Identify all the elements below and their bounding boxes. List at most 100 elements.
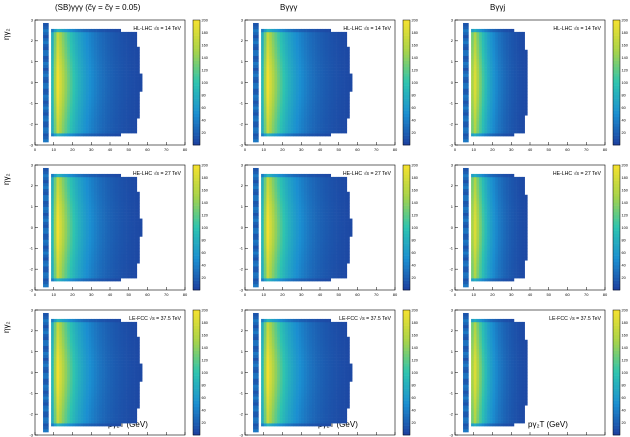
heatmap-cell	[131, 40, 135, 45]
heatmap-cell	[492, 133, 496, 137]
heatmap-cell	[64, 109, 68, 113]
heatmap-cell	[104, 103, 108, 107]
heatmap-cell	[107, 34, 111, 39]
heatmap-cell	[85, 124, 89, 128]
colorbar-segment	[613, 132, 620, 136]
heatmap-cell	[298, 76, 302, 80]
heatmap-cell	[51, 118, 55, 122]
heatmap-cell	[341, 91, 345, 95]
heatmap-cell	[255, 254, 259, 258]
heatmap-cell	[96, 31, 100, 36]
heatmap-cell	[320, 121, 323, 125]
heatmap-cell	[101, 224, 105, 228]
heatmap-cell	[91, 188, 95, 193]
heatmap-cell	[293, 67, 297, 71]
heatmap-cell	[277, 88, 281, 92]
heatmap-cell	[110, 275, 113, 279]
heatmap-cell	[123, 85, 127, 89]
heatmap-cell	[80, 263, 84, 267]
heatmap-cell	[99, 266, 103, 270]
heatmap-cell	[91, 263, 95, 267]
heatmap-cell	[338, 46, 342, 51]
heatmap-cell	[51, 31, 55, 36]
heatmap-cell	[344, 109, 348, 113]
heatmap-cell	[476, 67, 480, 71]
heatmap-cell	[317, 70, 321, 74]
heatmap-cell	[88, 242, 92, 246]
heatmap-cell	[487, 76, 491, 80]
heatmap-cell	[285, 130, 289, 134]
heatmap-cell	[104, 173, 108, 178]
heatmap-cell	[53, 218, 57, 222]
heatmap-cell	[99, 52, 103, 57]
heatmap-cell	[279, 130, 283, 134]
heatmap-cell	[69, 31, 73, 36]
heatmap-cell	[51, 212, 55, 216]
heatmap-cell	[253, 209, 257, 213]
colorbar-segment	[403, 51, 410, 55]
heatmap-cell	[497, 70, 501, 74]
heatmap-cell	[516, 67, 520, 71]
heatmap-cell	[112, 103, 116, 107]
heatmap-cell	[344, 37, 348, 42]
heatmap-cell	[303, 70, 307, 74]
heatmap-cell	[53, 227, 57, 231]
heatmap-cell	[59, 218, 63, 222]
heatmap-cell	[88, 76, 92, 80]
heatmap-cell	[320, 118, 323, 122]
heatmap-cell	[53, 85, 57, 89]
heatmap-cell	[516, 100, 520, 104]
heatmap-cell	[131, 209, 135, 213]
heatmap-cell	[88, 130, 92, 134]
colorbar-tick-label: 100	[202, 226, 208, 230]
heatmap-cell	[519, 130, 523, 134]
heatmap-cell	[43, 37, 47, 42]
heatmap-cell	[80, 203, 84, 207]
heatmap-cell	[96, 224, 100, 228]
heatmap-cell	[134, 130, 138, 134]
heatmap-cell	[67, 212, 71, 216]
heatmap-cell	[118, 100, 122, 104]
heatmap-cell	[465, 106, 469, 110]
heatmap-cell	[93, 70, 97, 74]
heatmap-cell	[118, 64, 122, 68]
colorbar-segment	[193, 66, 200, 71]
heatmap-cell	[85, 203, 89, 207]
heatmap-cell	[285, 100, 289, 104]
heatmap-cell	[112, 88, 116, 92]
heatmap-cell	[298, 37, 302, 42]
heatmap-cell	[118, 61, 122, 65]
colorbar-tick-label: 60	[202, 251, 206, 255]
heatmap-cell	[75, 70, 79, 74]
heatmap-cell	[51, 124, 55, 128]
heatmap-cell	[75, 124, 79, 128]
heatmap-cell	[255, 170, 259, 175]
heatmap-cell	[99, 260, 103, 264]
heatmap-cell	[311, 103, 315, 107]
heatmap-cell	[263, 103, 267, 107]
heatmap-cell	[293, 43, 297, 48]
heatmap-cell	[521, 67, 525, 71]
heatmap-cell	[330, 64, 334, 68]
heatmap-cell	[314, 130, 318, 134]
heatmap-cell	[93, 76, 97, 80]
heatmap-cell	[489, 67, 493, 71]
heatmap-cell	[126, 34, 130, 39]
heatmap-cell	[136, 64, 140, 68]
heatmap-cell	[269, 103, 273, 107]
heatmap-cell	[99, 254, 103, 258]
heatmap-cell	[85, 40, 89, 45]
heatmap-cell	[253, 37, 257, 42]
heatmap-cell	[115, 58, 119, 62]
heatmap-cell	[126, 248, 130, 252]
heatmap-cell	[471, 94, 475, 98]
heatmap-cell	[45, 230, 49, 234]
heatmap-cell	[505, 64, 509, 68]
heatmap-cell	[59, 200, 63, 204]
colorbar-segment	[193, 258, 200, 263]
heatmap-cell	[96, 115, 100, 119]
heatmap-cell	[330, 76, 334, 80]
heatmap-cell	[484, 70, 488, 74]
heatmap-cell	[255, 176, 259, 181]
heatmap-cell	[333, 61, 337, 65]
